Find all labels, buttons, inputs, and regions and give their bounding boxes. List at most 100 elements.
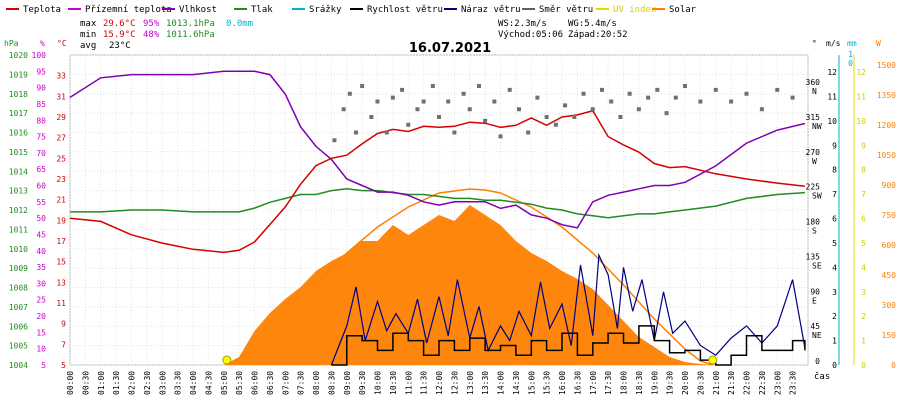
tick-label-w: 1350 <box>877 91 896 100</box>
x-tick-label: 01:00 <box>97 371 106 395</box>
legend-label: Přízemní teplota <box>85 5 172 15</box>
x-tick-label: 09:30 <box>358 371 367 395</box>
wind-direction-point <box>332 138 337 143</box>
wind-direction-point <box>673 95 678 100</box>
wind-direction-point <box>790 95 795 100</box>
wind-direction-point <box>421 99 426 104</box>
tick-label-uv: 9 <box>861 141 866 150</box>
tick-label-hpa: 1006 <box>9 322 28 331</box>
tick-label-hpa: 1011 <box>9 225 28 234</box>
tick-label-pct: 100 <box>32 51 47 60</box>
plot-area <box>69 70 806 366</box>
axes: hPa% °C1020101910181017101610151014101310… <box>4 39 896 395</box>
x-tick-label: 02:00 <box>128 371 137 395</box>
wind-info: WS:2.3m/s WG:5.4m/s Východ:05:06 Západ:2… <box>498 19 628 40</box>
tick-label-ms: 2 <box>832 312 837 321</box>
tick-label-uv: 3 <box>861 288 866 297</box>
tick-label-dir: NW <box>812 122 822 131</box>
uv-marker <box>708 355 718 365</box>
tick-label-mm: 0 <box>848 59 853 68</box>
tick-label-temp: 27 <box>56 134 66 143</box>
tick-label-uv: 1 <box>861 337 866 346</box>
x-tick-label: 06:30 <box>266 371 275 395</box>
tick-label-pct: 90 <box>36 84 46 93</box>
wind-direction-point <box>713 87 718 92</box>
temperature-line <box>69 109 805 254</box>
wind-direction-point <box>452 130 457 135</box>
wind-direction-point <box>599 87 604 92</box>
wind-direction-point <box>341 107 346 112</box>
x-tick-label: 15:30 <box>543 371 552 395</box>
legend: Teplota Přízemní teplota Vlhkost Tlak Srážky… <box>6 5 697 15</box>
tick-label-hpa: 1018 <box>9 90 28 99</box>
tick-label-pct: 20 <box>36 312 46 321</box>
tick-label-deg: 315 <box>806 113 821 122</box>
tick-label-w: 150 <box>882 331 897 340</box>
tick-label-pct: 60 <box>36 182 46 191</box>
legend-label: Srážky <box>309 5 342 15</box>
tick-label-hpa: 1005 <box>9 342 28 351</box>
wind-direction-point <box>347 91 352 96</box>
tick-label-hpa: 1010 <box>9 245 28 254</box>
tick-label-uv: 0 <box>861 361 866 370</box>
wind-direction-point <box>775 87 780 92</box>
x-tick-label: 13:00 <box>466 371 475 395</box>
axis-unit-mm: mm <box>847 39 857 48</box>
legend-label: UV index <box>613 5 657 15</box>
x-tick-label: 01:30 <box>112 371 121 395</box>
tick-label-ms: 0 <box>832 361 837 370</box>
x-tick-label: 14:00 <box>497 371 506 395</box>
tick-label-temp: 15 <box>56 258 66 267</box>
tick-label-pct: 95 <box>36 67 46 76</box>
x-tick-label: 14:30 <box>512 371 521 395</box>
wind-direction-point <box>535 95 540 100</box>
tick-label-hpa: 1015 <box>9 148 28 157</box>
tick-label-ms: 6 <box>832 215 837 224</box>
tick-label-pct: 80 <box>36 116 46 125</box>
tick-label-temp: 19 <box>56 216 66 225</box>
stat-min-temp: 15.9°C <box>103 30 136 40</box>
sunset-time: Západ:20:52 <box>568 30 628 40</box>
tick-label-pct: 25 <box>36 296 46 305</box>
x-tick-label: 03:00 <box>158 371 167 395</box>
x-tick-label: 04:00 <box>189 371 198 395</box>
tick-label-pct: 45 <box>36 230 46 239</box>
x-tick-label: 22:00 <box>743 371 752 395</box>
wind-ws: WS:2.3m/s <box>498 19 547 29</box>
x-tick-label: 07:00 <box>281 371 290 395</box>
tick-label-hpa: 1007 <box>9 303 28 312</box>
x-tick-label: 17:00 <box>589 371 598 395</box>
tick-label-pct: 10 <box>36 345 46 354</box>
wind-speed-line <box>331 325 806 366</box>
tick-label-hpa: 1012 <box>9 206 28 215</box>
axis-unit-ms: m/s <box>826 39 841 48</box>
tick-label-deg: 135 <box>806 252 821 261</box>
tick-label-ms: 4 <box>832 263 837 272</box>
wind-direction-point <box>627 91 632 96</box>
wind-direction-point <box>729 99 734 104</box>
x-tick-label: 19:30 <box>666 371 675 395</box>
x-axis-label: čas <box>814 371 830 382</box>
legend-label: Náraz větru <box>461 5 521 15</box>
x-tick-label: 02:30 <box>143 371 152 395</box>
tick-label-w: 900 <box>882 181 897 190</box>
x-tick-label: 08:30 <box>327 371 336 395</box>
x-tick-label: 07:30 <box>297 371 306 395</box>
x-tick-label: 23:00 <box>773 371 782 395</box>
tick-label-ms: 9 <box>832 141 837 150</box>
tick-label-temp: 5 <box>61 361 66 370</box>
x-tick-label: 15:00 <box>527 371 536 395</box>
wind-direction-point <box>461 91 466 96</box>
x-tick-label: 18:00 <box>620 371 629 395</box>
tick-label-hpa: 1013 <box>9 187 28 196</box>
tick-label-w: 600 <box>882 241 897 250</box>
tick-label-w: 300 <box>882 301 897 310</box>
axis-unit-hpa: hPa <box>4 39 19 48</box>
wind-direction-point <box>369 115 374 119</box>
tick-label-pct: 35 <box>36 263 46 272</box>
wind-direction-point <box>446 99 451 104</box>
tick-label-w: 1500 <box>877 61 896 70</box>
tick-label-temp: 11 <box>56 299 66 308</box>
wind-direction-point <box>430 84 435 88</box>
wind-direction-point <box>415 107 420 112</box>
